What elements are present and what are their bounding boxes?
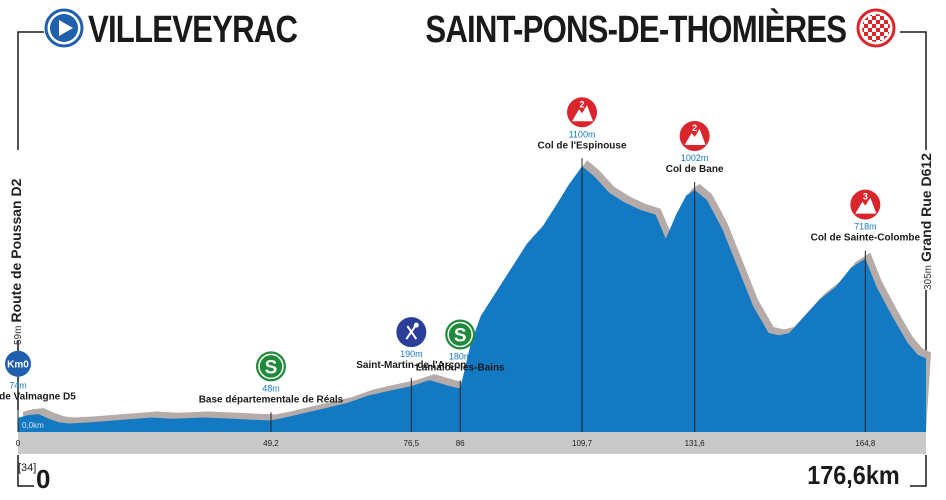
sprint-icon: S <box>255 351 286 382</box>
climb-icon: 3 <box>850 189 881 220</box>
base-label: 0,0km <box>22 421 44 430</box>
axis-tick-label: 0 <box>16 439 21 448</box>
finish-flag-icon <box>856 8 896 48</box>
start-town-title: VILLEVEYRAC <box>88 9 298 51</box>
annotation-altitude: 1100m <box>569 129 596 139</box>
axis-tick-label: 86 <box>456 439 465 448</box>
sprint-letter: S <box>454 326 467 347</box>
annotation-name: Lamalou-les-Bains <box>416 363 505 374</box>
annotation-altitude: 180m <box>449 352 472 362</box>
left-road-altitude: 59m <box>13 325 24 345</box>
feed-icon <box>396 317 427 348</box>
right-road-name: Grand Rue D612 <box>918 153 934 262</box>
left-road-name: Route de Poussan D2 <box>8 178 24 323</box>
sprint-icon: S <box>445 319 476 350</box>
annotation-name: Saint-Martin-de-l'Arçon <box>356 360 466 371</box>
annotation-altitude: 1002m <box>681 153 709 163</box>
annotation-name: Col de Bane <box>666 164 724 175</box>
axis-tick-label: 49,2 <box>263 439 279 448</box>
right-frame-line <box>900 31 927 150</box>
finish-town-title: SAINT-PONS-DE-THOMIÈRES <box>425 9 847 51</box>
annotation-name: Base départementale de Réals <box>199 394 344 405</box>
annotation-altitude: 74m <box>9 381 27 391</box>
km0-label: Km0 <box>7 360 29 371</box>
bottom-left-bracket <box>17 455 34 487</box>
right-road-altitude: 305m <box>923 264 934 290</box>
axis-tick-label: 164,8 <box>855 439 876 448</box>
annotation-name: Col de l'Espinouse <box>537 140 626 151</box>
left-frame-line <box>17 31 44 150</box>
total-distance: 176,6km <box>807 460 900 490</box>
start-km: 0 <box>36 464 51 494</box>
climb-category: 2 <box>580 99 585 109</box>
start-icon <box>44 8 84 48</box>
climb-icon: 2 <box>567 97 598 128</box>
annotation-altitude: 718m <box>854 222 877 232</box>
axis-tick-label: 109,7 <box>572 439 593 448</box>
annotation-altitude: 48m <box>262 383 280 393</box>
sprint-letter: S <box>265 357 278 378</box>
axis-tick-label: 131,6 <box>685 439 706 448</box>
annotation-name: Abbaye de Valmagne D5 <box>0 392 76 403</box>
distance-axis-band <box>18 432 926 454</box>
annotation-name: Col de Sainte-Colombe <box>811 233 921 244</box>
annotation-altitude: 190m <box>400 349 423 359</box>
right-road-label: 305m Grand Rue D612 <box>918 153 934 290</box>
left-road-label: 59m Route de Poussan D2 <box>8 179 24 345</box>
profile-area <box>18 166 926 433</box>
axis-tick-label: 76,5 <box>404 439 420 448</box>
bottom-right-bracket <box>910 455 927 487</box>
climb-icon: 2 <box>679 120 710 151</box>
km0-icon: Km0 <box>5 350 31 377</box>
stage-ref: [34] <box>18 462 37 474</box>
climb-category: 2 <box>692 123 697 133</box>
climb-category: 3 <box>863 192 868 202</box>
